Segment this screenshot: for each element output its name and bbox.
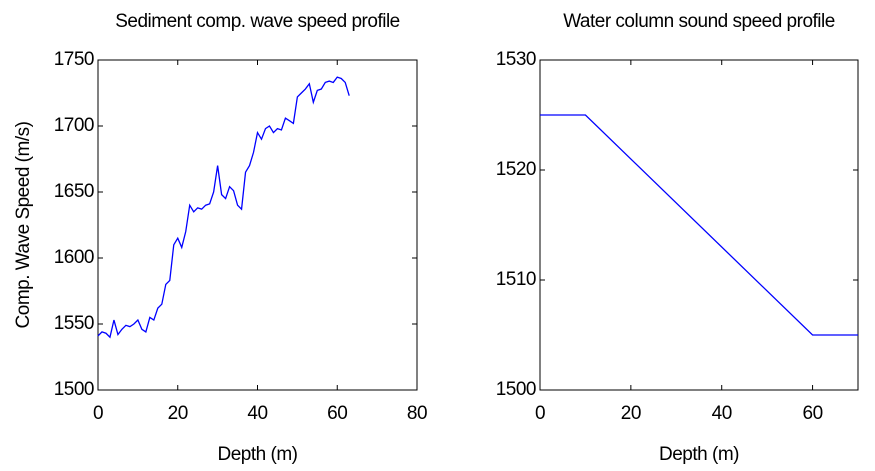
- x-tick-label: 40: [712, 403, 732, 424]
- y-tick-label: 1700: [54, 115, 94, 136]
- x-tick-label: 60: [803, 403, 823, 424]
- y-axis-label: Comp. Wave Speed (m/s): [13, 121, 34, 328]
- data-line: [97, 76, 350, 339]
- data-line: [540, 114, 858, 336]
- y-tick-label: 1530: [496, 49, 536, 70]
- y-tick-label: 1750: [54, 49, 94, 70]
- y-tick-label: 1600: [54, 247, 94, 268]
- x-tick-label: 40: [247, 403, 267, 424]
- x-tick-label: 20: [621, 403, 641, 424]
- y-tick-label: 1650: [54, 181, 94, 202]
- x-tick-label: 60: [327, 403, 347, 424]
- axes-frame: [97, 59, 418, 391]
- x-tick-label: 20: [168, 403, 188, 424]
- x-tick-label: 0: [535, 403, 545, 424]
- y-tick-label: 1500: [496, 379, 536, 400]
- y-tick-label: 1500: [54, 379, 94, 400]
- x-tick-label: 80: [407, 403, 427, 424]
- axes-frame: [539, 59, 859, 391]
- chart-title: Water column sound speed profile: [563, 11, 835, 32]
- x-tick-label: 0: [93, 403, 103, 424]
- x-axis-label: Depth (m): [659, 444, 739, 465]
- x-axis-label: Depth (m): [218, 444, 298, 465]
- y-tick-label: 1520: [496, 159, 536, 180]
- y-tick-label: 1550: [54, 313, 94, 334]
- chart-title: Sediment comp. wave speed profile: [115, 11, 400, 32]
- y-tick-label: 1510: [496, 269, 536, 290]
